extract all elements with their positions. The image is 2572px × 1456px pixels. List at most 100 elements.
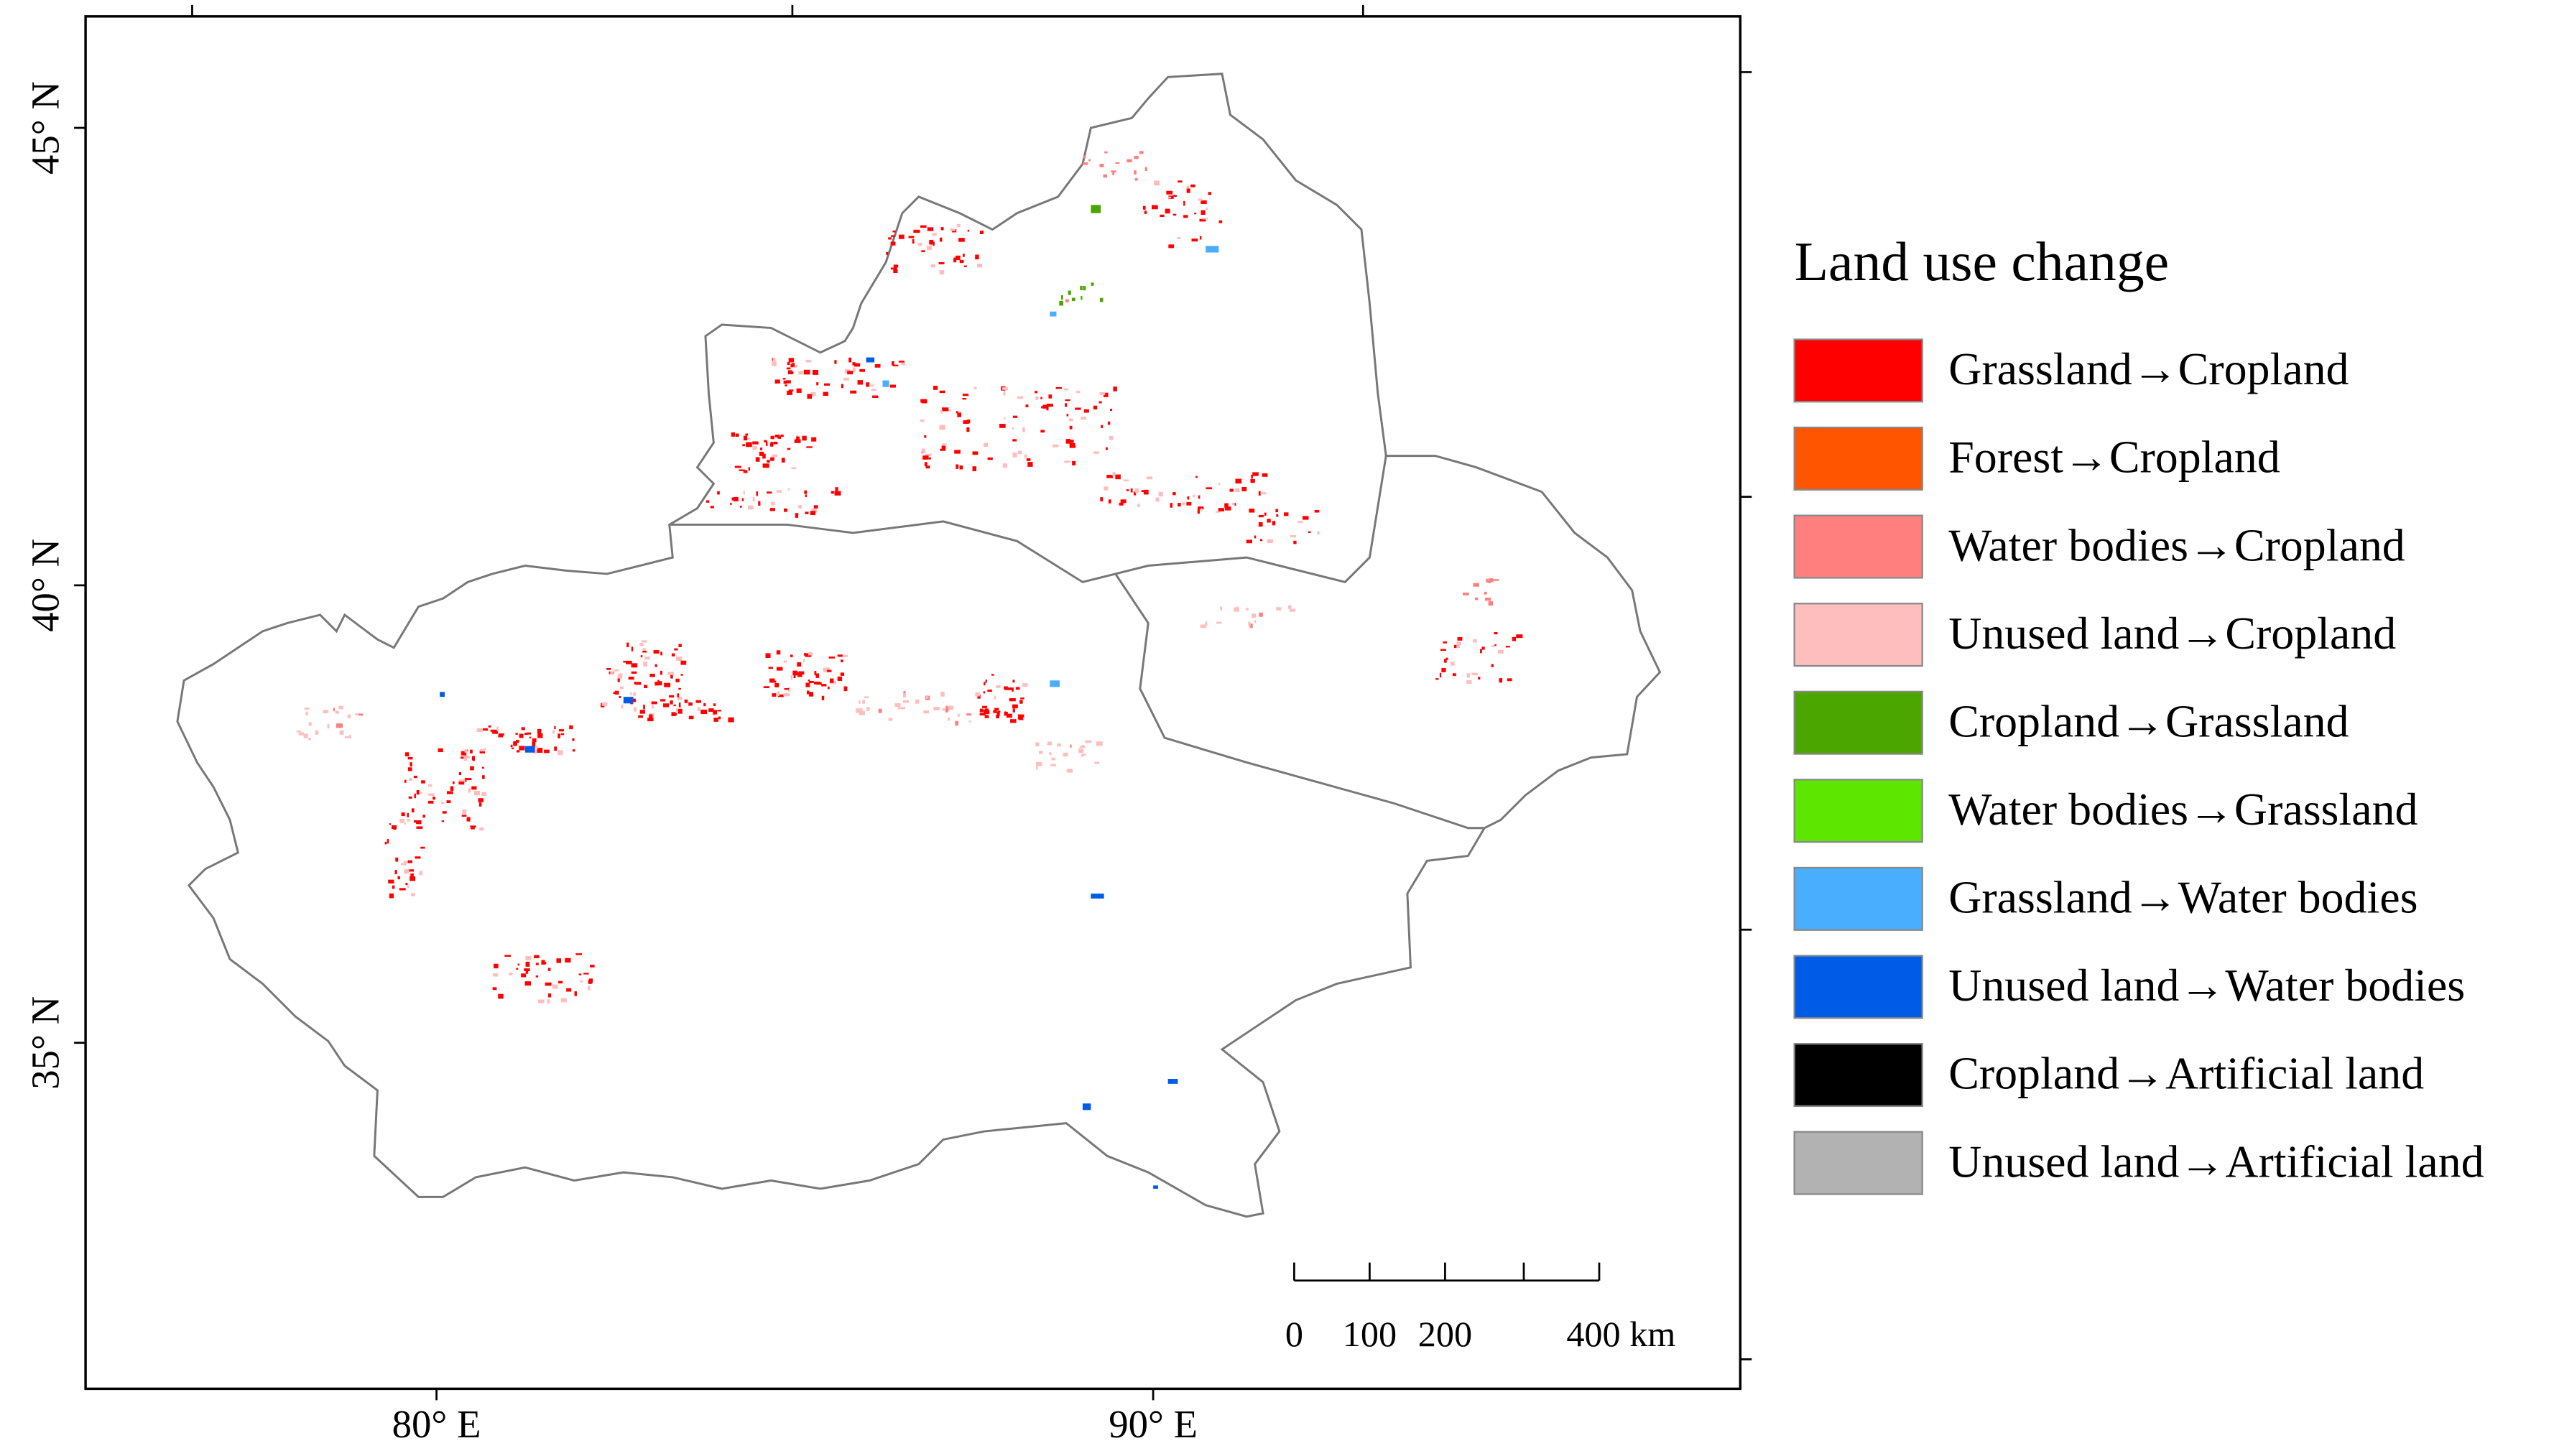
change-patch	[1206, 207, 1208, 210]
change-patch	[1144, 210, 1147, 214]
change-patch	[1262, 473, 1268, 477]
lat-label: 35° N	[23, 996, 67, 1090]
change-patch	[900, 707, 905, 710]
change-patch	[713, 703, 716, 706]
change-patch	[713, 718, 718, 722]
change-patch	[305, 711, 308, 715]
change-patch	[1119, 502, 1124, 506]
change-patch	[912, 238, 915, 244]
change-patch	[1065, 439, 1070, 444]
change-patch	[664, 682, 671, 687]
change-patch	[461, 751, 466, 756]
change-patch	[787, 370, 792, 375]
change-patch	[339, 730, 344, 735]
change-patch	[972, 451, 979, 455]
change-patch	[1193, 494, 1195, 498]
change-patch	[1258, 491, 1261, 496]
change-patch	[955, 255, 961, 261]
change-patch	[956, 464, 959, 469]
change-patch	[772, 358, 776, 362]
change-patch	[769, 442, 772, 447]
change-patch	[782, 378, 786, 380]
change-patch	[422, 815, 426, 818]
change-patch	[892, 361, 894, 366]
change-patch	[1450, 662, 1455, 666]
change-patch	[643, 662, 648, 667]
change-patch	[1050, 764, 1057, 766]
change-patch	[1039, 751, 1043, 754]
change-patch	[1040, 430, 1045, 433]
change-patch	[947, 705, 954, 710]
change-patch	[667, 672, 674, 675]
change-patch	[787, 488, 790, 491]
change-patch	[578, 973, 582, 975]
change-patch	[660, 670, 662, 675]
change-patch	[1091, 282, 1094, 286]
change-patch	[532, 749, 538, 754]
change-patch	[953, 257, 957, 263]
change-patch	[1272, 521, 1276, 526]
change-patch	[859, 700, 861, 704]
change-patch	[1178, 503, 1181, 507]
change-patch	[680, 674, 683, 676]
change-patch	[987, 457, 993, 460]
change-patch	[999, 424, 1006, 428]
change-patch	[525, 970, 529, 974]
change-patch	[405, 882, 408, 886]
change-patch	[349, 734, 351, 739]
change-patch	[634, 682, 642, 685]
change-patch	[558, 729, 564, 732]
change-patch	[920, 399, 927, 403]
change-patch	[588, 978, 593, 983]
change-patch	[759, 448, 763, 450]
change-patch	[802, 659, 805, 662]
change-patch	[1012, 453, 1017, 458]
change-patch	[941, 445, 946, 451]
change-patch	[504, 955, 512, 957]
change-patch	[478, 798, 484, 802]
change-patch	[968, 720, 971, 723]
change-patch	[674, 648, 678, 651]
change-patch	[1134, 170, 1137, 175]
change-patch	[1004, 417, 1006, 419]
change-patch	[776, 650, 781, 655]
change-patch	[956, 411, 958, 414]
change-patch	[547, 999, 550, 1004]
change-patch	[1004, 711, 1008, 716]
change-patch	[395, 857, 399, 862]
change-patch	[464, 777, 467, 782]
change-patch	[786, 380, 791, 384]
change-patch	[554, 746, 558, 751]
change-patch	[1112, 472, 1116, 476]
change-patch	[1218, 483, 1221, 486]
change-patch	[1103, 392, 1109, 397]
change-patch	[733, 496, 739, 502]
change-patch	[1481, 646, 1485, 650]
change-patch	[1035, 742, 1040, 747]
change-patch	[979, 713, 986, 716]
change-patch	[1082, 1103, 1091, 1110]
change-patch	[1474, 597, 1479, 601]
change-patch	[1491, 664, 1494, 667]
change-patch	[414, 820, 417, 823]
change-patch	[1198, 495, 1201, 499]
change-patch	[1078, 748, 1084, 753]
change-patch	[1308, 531, 1311, 534]
change-patch	[619, 686, 624, 690]
change-patch	[1036, 766, 1038, 770]
change-patch	[1466, 680, 1472, 685]
change-patch	[333, 708, 336, 712]
change-patch	[963, 254, 965, 257]
change-patch	[780, 435, 784, 437]
change-patch	[298, 732, 305, 736]
change-patch	[941, 443, 947, 445]
change-patch	[677, 693, 680, 697]
change-patch	[1081, 296, 1083, 300]
change-patch	[777, 691, 780, 696]
change-patch	[1258, 522, 1263, 527]
change-patch	[1208, 192, 1212, 195]
change-patch	[805, 682, 810, 687]
change-patch	[653, 650, 660, 654]
change-patch	[815, 673, 820, 678]
change-patch	[814, 671, 817, 676]
